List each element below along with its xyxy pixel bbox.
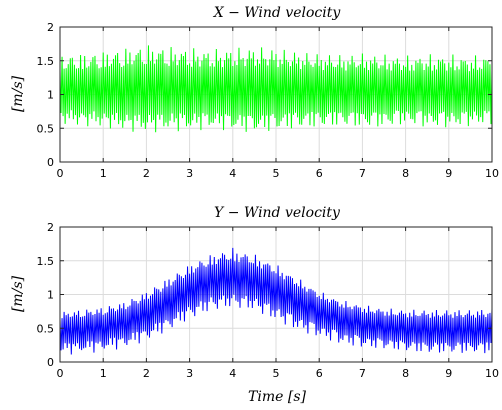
y-tick-label: 1 [47,89,54,102]
x-tick-label: 3 [186,167,193,180]
y-tick-label: 0.5 [37,322,55,335]
y-tick-label: 1.5 [37,55,55,68]
x-tick-label: 0 [57,167,64,180]
x-tick-label: 7 [359,367,366,380]
y-tick-label: 1 [47,289,54,302]
x-tick-label: 2 [143,167,150,180]
y-tick-label: 2 [47,21,54,34]
plot-title: X − Wind velocity [213,5,342,21]
x-tick-label: 7 [359,167,366,180]
plot-title: Y − Wind velocity [214,205,341,221]
x-tick-label: 6 [316,367,323,380]
x-tick-label: 8 [402,367,409,380]
x-tick-label: 1 [100,367,107,380]
x-tick-label: 6 [316,167,323,180]
x-tick-label: 5 [273,167,280,180]
x-tick-label: 5 [273,367,280,380]
y-tick-label: 1.5 [37,255,55,268]
y-tick-label: 0 [47,156,54,169]
x-tick-label: 4 [229,167,236,180]
x-tick-label: 4 [229,367,236,380]
x-tick-label: 8 [402,167,409,180]
x-wind-velocity-plot: X − Wind velocity [m/s] 0 1 2 3 4 5 6 7 8 9 10 0 0.5… [10,5,499,180]
x-axis-label: Time [s] [248,389,306,405]
y-tick-label: 2 [47,221,54,234]
x-tick-label: 10 [485,367,499,380]
y-tick-label: 0 [47,356,54,369]
series-line [59,45,493,133]
x-tick-label: 9 [445,367,452,380]
x-tick-label: 0 [57,367,64,380]
x-tick-label: 10 [485,167,499,180]
x-tick-label: 2 [143,367,150,380]
x-tick-label: 3 [186,367,193,380]
series-line [59,247,493,355]
y-axis-label: [m/s] [10,275,26,312]
x-tick-label: 1 [100,167,107,180]
y-tick-label: 0.5 [37,122,55,135]
y-axis-label: [m/s] [10,75,26,112]
y-wind-velocity-plot: Y − Wind velocity [m/s] Time [s] 0 1 2 3 4 5 6… [10,205,499,405]
x-tick-label: 9 [445,167,452,180]
